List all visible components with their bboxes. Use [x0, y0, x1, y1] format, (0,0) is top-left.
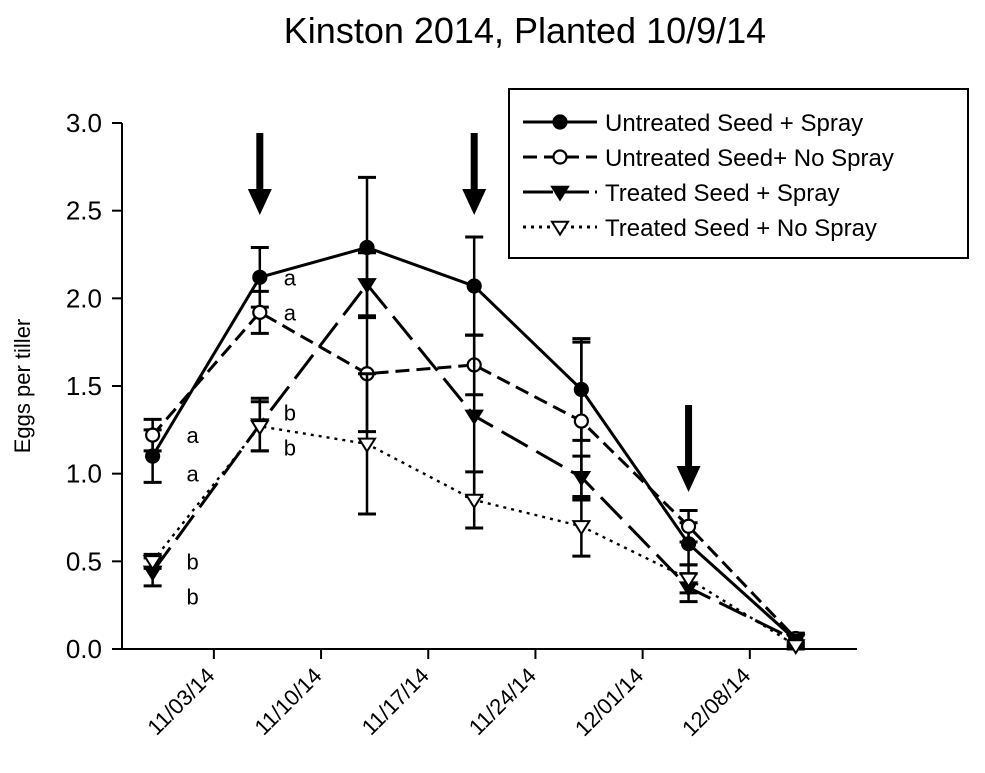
data-point-series-1	[252, 269, 268, 285]
data-point-series-4	[142, 555, 163, 571]
spray-arrow-head	[676, 466, 701, 492]
y-tick-label: 0.5	[66, 546, 102, 576]
data-point-series-3	[464, 409, 484, 426]
y-axis-label: Eggs per tiller	[10, 319, 35, 454]
significance-letter: a	[187, 423, 200, 448]
y-tick-label: 1.0	[66, 459, 102, 489]
data-point-series-4	[250, 420, 270, 436]
legend-label-4: Treated Seed + No Spray	[605, 215, 877, 242]
x-tick-label: 11/10/14	[250, 663, 327, 740]
data-point-series-3	[571, 470, 592, 487]
data-point-series-4	[678, 572, 699, 589]
x-tick-label: 11/17/14	[357, 663, 434, 740]
legend-marker-4	[550, 220, 570, 237]
y-tick-label: 2.5	[66, 196, 102, 226]
data-point-series-4	[571, 520, 592, 536]
significance-letter: a	[284, 300, 297, 325]
y-tick-label: 2.0	[66, 283, 102, 313]
data-point-series-4	[357, 437, 377, 454]
data-point-series-3	[357, 278, 377, 294]
legend-label-1: Untreated Seed + Spray	[605, 110, 863, 137]
data-point-series-1	[466, 278, 482, 294]
legend: Untreated Seed + Spray Untreated Seed+ No…	[508, 88, 969, 259]
chart-title: Kinston 2014, Planted 10/9/14	[284, 10, 766, 51]
x-tick-label: 11/03/14	[142, 663, 219, 740]
significance-letter: a	[187, 462, 200, 487]
data-point-series-4	[785, 639, 806, 655]
x-tick-label: 12/01/14	[570, 663, 648, 741]
data-point-series-2	[680, 518, 697, 534]
data-point-series-2	[573, 413, 589, 429]
y-tick-label: 0.0	[66, 634, 102, 664]
significance-letter: b	[284, 400, 296, 425]
x-tick-label: 12/08/14	[677, 663, 755, 741]
x-tick-label: 11/24/14	[464, 663, 541, 740]
legend-marker-2	[552, 149, 568, 165]
legend-marker-1	[552, 114, 568, 130]
significance-letter: b	[187, 584, 199, 609]
legend-marker-3	[550, 185, 570, 202]
spray-arrow-head	[247, 189, 272, 215]
spray-arrow-head	[462, 189, 487, 215]
significance-letter: b	[187, 549, 199, 574]
data-point-series-4	[464, 493, 484, 510]
y-tick-label: 3.0	[66, 108, 102, 138]
significance-letter: b	[284, 435, 296, 460]
y-tick-label: 1.5	[66, 371, 102, 401]
data-point-series-2	[145, 427, 161, 443]
legend-box	[508, 88, 969, 259]
data-point-series-2	[252, 304, 268, 320]
legend-label-3: Treated Seed + Spray	[605, 180, 840, 207]
significance-letter: a	[284, 265, 297, 290]
legend-label-2: Untreated Seed+ No Spray	[605, 145, 894, 172]
